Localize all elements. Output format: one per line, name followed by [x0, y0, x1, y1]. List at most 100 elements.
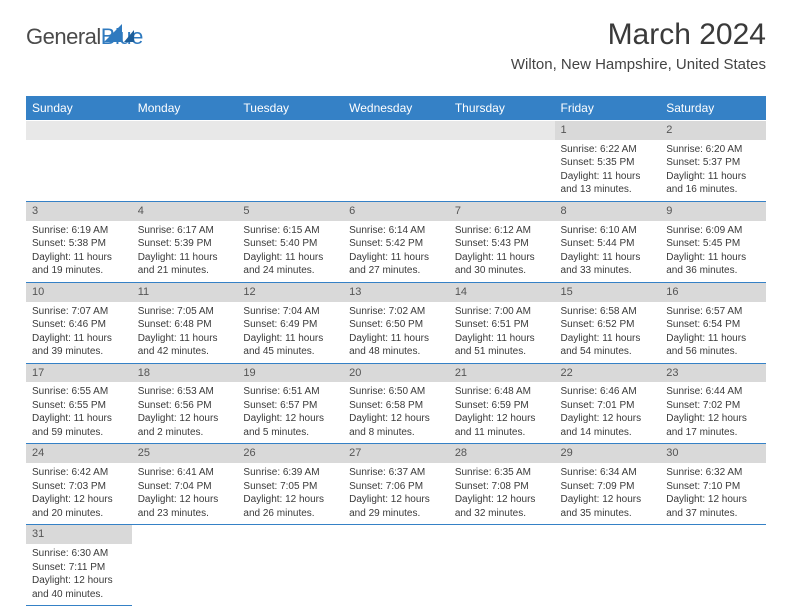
day-line: Sunrise: 6:37 AM: [349, 466, 443, 480]
day-number: 3: [26, 202, 132, 221]
day-line: Sunrise: 7:05 AM: [138, 305, 232, 319]
day-line: and 5 minutes.: [243, 426, 337, 440]
day-line: Sunset: 7:10 PM: [666, 480, 760, 494]
calendar-day-cell: [132, 121, 238, 202]
day-line: Daylight: 11 hours: [561, 170, 655, 184]
day-line: Daylight: 11 hours: [243, 251, 337, 265]
day-line: and 35 minutes.: [561, 507, 655, 521]
day-number: 24: [26, 444, 132, 463]
day-line: and 36 minutes.: [666, 264, 760, 278]
day-line: Sunrise: 6:30 AM: [32, 547, 126, 561]
day-line: Sunset: 6:55 PM: [32, 399, 126, 413]
day-number: 25: [132, 444, 238, 463]
day-line: and 56 minutes.: [666, 345, 760, 359]
day-line: Sunset: 7:02 PM: [666, 399, 760, 413]
day-line: and 45 minutes.: [243, 345, 337, 359]
calendar-week-row: 3Sunrise: 6:19 AMSunset: 5:38 PMDaylight…: [26, 201, 766, 282]
calendar-day-cell: [237, 121, 343, 202]
day-number: 18: [132, 364, 238, 383]
calendar-day-cell: 24Sunrise: 6:42 AMSunset: 7:03 PMDayligh…: [26, 444, 132, 525]
day-line: Sunrise: 6:35 AM: [455, 466, 549, 480]
day-number: 23: [660, 364, 766, 383]
day-body: Sunrise: 6:15 AMSunset: 5:40 PMDaylight:…: [237, 221, 343, 282]
calendar-day-cell: [237, 525, 343, 606]
day-line: Sunrise: 6:57 AM: [666, 305, 760, 319]
day-body: Sunrise: 6:37 AMSunset: 7:06 PMDaylight:…: [343, 463, 449, 524]
day-line: Daylight: 11 hours: [666, 251, 760, 265]
day-line: Sunset: 6:48 PM: [138, 318, 232, 332]
day-line: and 11 minutes.: [455, 426, 549, 440]
day-line: Sunrise: 7:04 AM: [243, 305, 337, 319]
day-number: 28: [449, 444, 555, 463]
day-line: Daylight: 11 hours: [666, 332, 760, 346]
title-block: March 2024 Wilton, New Hampshire, United…: [511, 18, 766, 73]
day-line: Daylight: 12 hours: [32, 574, 126, 588]
weekday-header: Saturday: [660, 96, 766, 121]
day-line: Sunset: 5:39 PM: [138, 237, 232, 251]
calendar-day-cell: [449, 121, 555, 202]
day-number: 4: [132, 202, 238, 221]
day-line: Sunset: 6:54 PM: [666, 318, 760, 332]
day-line: Sunrise: 6:48 AM: [455, 385, 549, 399]
day-number: 17: [26, 364, 132, 383]
day-body: Sunrise: 6:35 AMSunset: 7:08 PMDaylight:…: [449, 463, 555, 524]
calendar-day-cell: [132, 525, 238, 606]
day-line: Daylight: 12 hours: [138, 493, 232, 507]
calendar-page: GeneralBlue March 2024 Wilton, New Hamps…: [0, 0, 792, 616]
day-line: Sunset: 6:49 PM: [243, 318, 337, 332]
day-number-empty: [132, 121, 238, 140]
day-line: Sunset: 6:52 PM: [561, 318, 655, 332]
day-line: and 27 minutes.: [349, 264, 443, 278]
weekday-header: Friday: [555, 96, 661, 121]
day-line: Sunset: 6:46 PM: [32, 318, 126, 332]
day-body: Sunrise: 6:53 AMSunset: 6:56 PMDaylight:…: [132, 382, 238, 443]
day-line: Daylight: 11 hours: [455, 332, 549, 346]
weekday-header-row: SundayMondayTuesdayWednesdayThursdayFrid…: [26, 96, 766, 121]
day-line: Sunset: 7:05 PM: [243, 480, 337, 494]
day-line: Daylight: 11 hours: [243, 332, 337, 346]
day-body: Sunrise: 7:02 AMSunset: 6:50 PMDaylight:…: [343, 302, 449, 363]
month-title: March 2024: [511, 18, 766, 52]
calendar-day-cell: 29Sunrise: 6:34 AMSunset: 7:09 PMDayligh…: [555, 444, 661, 525]
day-line: and 42 minutes.: [138, 345, 232, 359]
weekday-header: Monday: [132, 96, 238, 121]
day-number-empty: [343, 121, 449, 140]
calendar-week-row: 10Sunrise: 7:07 AMSunset: 6:46 PMDayligh…: [26, 282, 766, 363]
calendar-day-cell: 23Sunrise: 6:44 AMSunset: 7:02 PMDayligh…: [660, 363, 766, 444]
day-number: 13: [343, 283, 449, 302]
day-line: Sunrise: 6:41 AM: [138, 466, 232, 480]
calendar-day-cell: 3Sunrise: 6:19 AMSunset: 5:38 PMDaylight…: [26, 201, 132, 282]
day-number: 27: [343, 444, 449, 463]
calendar-day-cell: 6Sunrise: 6:14 AMSunset: 5:42 PMDaylight…: [343, 201, 449, 282]
calendar-day-cell: 19Sunrise: 6:51 AMSunset: 6:57 PMDayligh…: [237, 363, 343, 444]
day-line: Sunrise: 6:50 AM: [349, 385, 443, 399]
day-body: Sunrise: 6:09 AMSunset: 5:45 PMDaylight:…: [660, 221, 766, 282]
day-line: Daylight: 12 hours: [32, 493, 126, 507]
day-line: Sunset: 6:59 PM: [455, 399, 549, 413]
day-line: Sunset: 5:38 PM: [32, 237, 126, 251]
day-line: and 19 minutes.: [32, 264, 126, 278]
calendar-day-cell: 5Sunrise: 6:15 AMSunset: 5:40 PMDaylight…: [237, 201, 343, 282]
day-number: 16: [660, 283, 766, 302]
day-body: Sunrise: 6:10 AMSunset: 5:44 PMDaylight:…: [555, 221, 661, 282]
day-line: Daylight: 12 hours: [243, 412, 337, 426]
day-line: and 54 minutes.: [561, 345, 655, 359]
day-line: Sunset: 6:50 PM: [349, 318, 443, 332]
day-line: Sunset: 7:08 PM: [455, 480, 549, 494]
weekday-header: Tuesday: [237, 96, 343, 121]
day-line: Daylight: 11 hours: [455, 251, 549, 265]
day-line: Daylight: 11 hours: [32, 332, 126, 346]
calendar-day-cell: 26Sunrise: 6:39 AMSunset: 7:05 PMDayligh…: [237, 444, 343, 525]
day-line: Sunrise: 6:32 AM: [666, 466, 760, 480]
calendar-day-cell: 1Sunrise: 6:22 AMSunset: 5:35 PMDaylight…: [555, 121, 661, 202]
day-line: and 16 minutes.: [666, 183, 760, 197]
day-body: Sunrise: 6:55 AMSunset: 6:55 PMDaylight:…: [26, 382, 132, 443]
day-line: Sunset: 7:11 PM: [32, 561, 126, 575]
day-number: 29: [555, 444, 661, 463]
calendar-day-cell: 13Sunrise: 7:02 AMSunset: 6:50 PMDayligh…: [343, 282, 449, 363]
day-body: Sunrise: 7:00 AMSunset: 6:51 PMDaylight:…: [449, 302, 555, 363]
day-line: Daylight: 12 hours: [243, 493, 337, 507]
day-number: 6: [343, 202, 449, 221]
day-number: 1: [555, 121, 661, 140]
calendar-day-cell: 28Sunrise: 6:35 AMSunset: 7:08 PMDayligh…: [449, 444, 555, 525]
